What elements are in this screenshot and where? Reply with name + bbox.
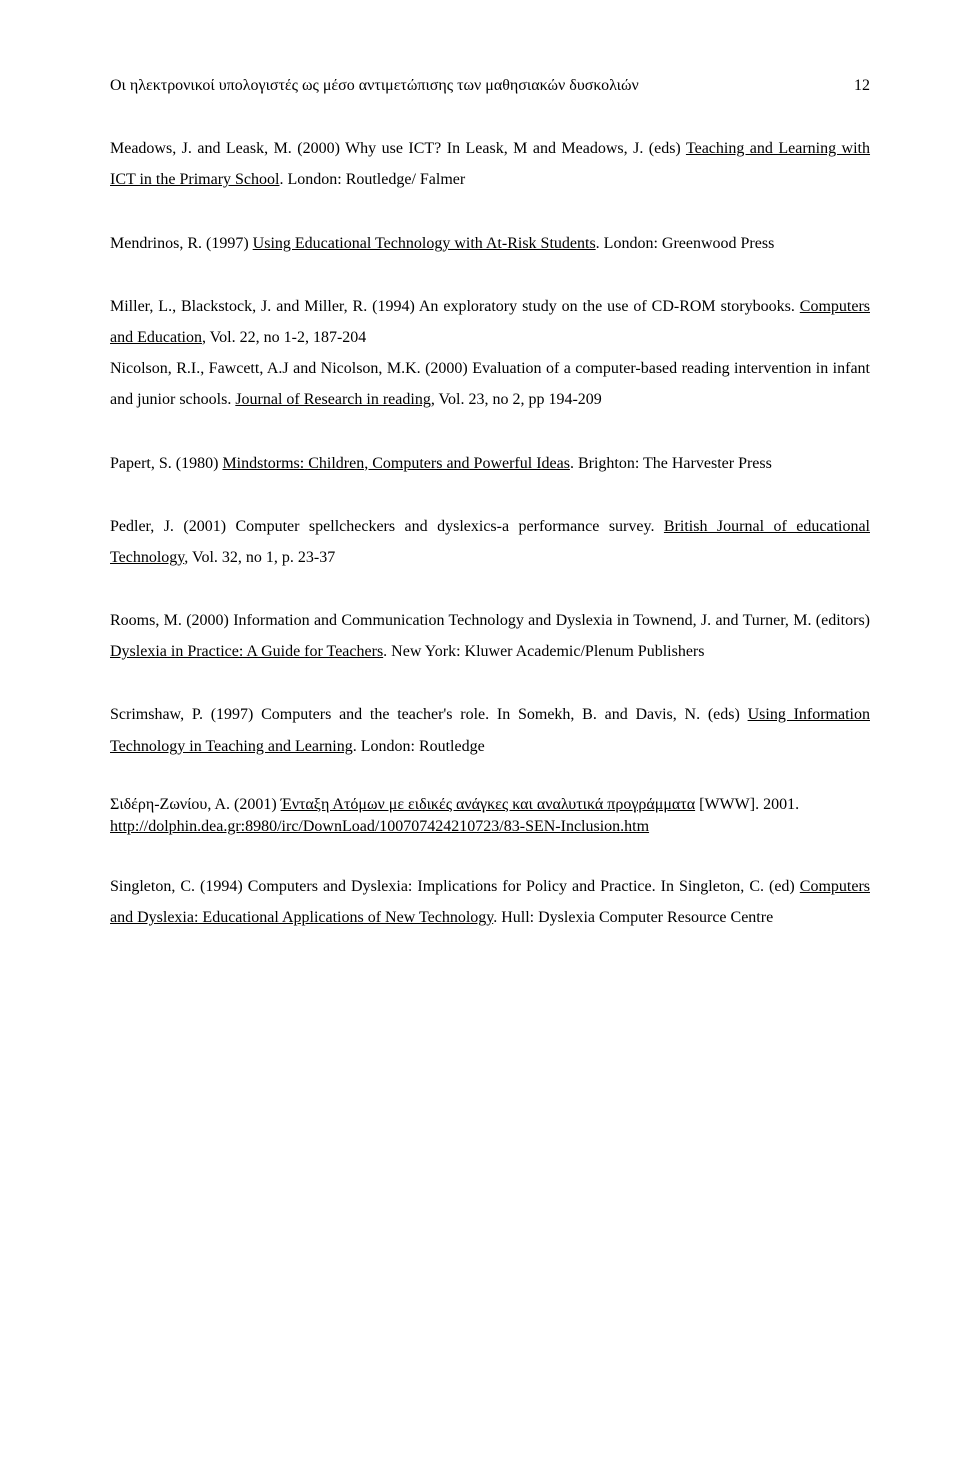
ref-tail: , Vol. 32, no 1, p. 23-37 (184, 549, 335, 566)
ref-tail: , Vol. 23, no 2, pp 194-209 (431, 391, 602, 408)
ref-title: Mindstorms: Children, Computers and Powe… (222, 455, 570, 472)
ref-tail: , Vol. 22, no 1-2, 187-204 (202, 329, 366, 346)
page-number: 12 (854, 70, 870, 101)
ref-text: Σιδέρη-Ζωνίου, Α. (2001) (110, 796, 281, 813)
ref-text: Scrimshaw, P. (1997) Computers and the t… (110, 706, 748, 723)
ref-papert: Papert, S. (1980) Mindstorms: Children, … (110, 448, 870, 479)
ref-url: http://dolphin.dea.gr:8980/irc/DownLoad/… (110, 818, 649, 835)
ref-tail: [WWW]. 2001. (695, 796, 799, 813)
ref-text: Pedler, J. (2001) Computer spellcheckers… (110, 518, 664, 535)
ref-rooms: Rooms, M. (2000) Information and Communi… (110, 605, 870, 667)
ref-title: Dyslexia in Practice: A Guide for Teache… (110, 643, 383, 660)
ref-mendrinos: Mendrinos, R. (1997) Using Educational T… (110, 228, 870, 259)
ref-text: Singleton, C. (1994) Computers and Dysle… (110, 878, 800, 895)
ref-singleton: Singleton, C. (1994) Computers and Dysle… (110, 871, 870, 933)
ref-sideri: Σιδέρη-Ζωνίου, Α. (2001) Ένταξη Ατόμων μ… (110, 794, 870, 839)
ref-tail: . London: Routledge/ Falmer (279, 171, 465, 188)
ref-scrimshaw: Scrimshaw, P. (1997) Computers and the t… (110, 699, 870, 761)
ref-text: Mendrinos, R. (1997) (110, 235, 253, 252)
ref-pedler: Pedler, J. (2001) Computer spellcheckers… (110, 511, 870, 573)
ref-tail: . New York: Kluwer Academic/Plenum Publi… (383, 643, 704, 660)
ref-title: Journal of Research in reading (235, 391, 430, 408)
ref-meadows: Meadows, J. and Leask, M. (2000) Why use… (110, 133, 870, 195)
ref-title: Ένταξη Ατόμων με ειδικές ανάγκες και ανα… (281, 796, 695, 813)
ref-tail: . London: Greenwood Press (596, 235, 775, 252)
ref-text: Papert, S. (1980) (110, 455, 222, 472)
running-header: Οι ηλεκτρονικοί υπολογιστές ως μέσο αντι… (110, 70, 639, 101)
ref-text: Meadows, J. and Leask, M. (2000) Why use… (110, 140, 686, 157)
ref-title: Using Educational Technology with At-Ris… (253, 235, 596, 252)
ref-tail: . Brighton: The Harvester Press (570, 455, 772, 472)
ref-tail: . London: Routledge (353, 738, 485, 755)
running-header-row: Οι ηλεκτρονικοί υπολογιστές ως μέσο αντι… (110, 70, 870, 101)
ref-text: Miller, L., Blackstock, J. and Miller, R… (110, 298, 800, 315)
ref-text: Rooms, M. (2000) Information and Communi… (110, 612, 870, 629)
ref-miller-nicolson: Miller, L., Blackstock, J. and Miller, R… (110, 291, 870, 416)
ref-tail: . Hull: Dyslexia Computer Resource Centr… (493, 909, 773, 926)
